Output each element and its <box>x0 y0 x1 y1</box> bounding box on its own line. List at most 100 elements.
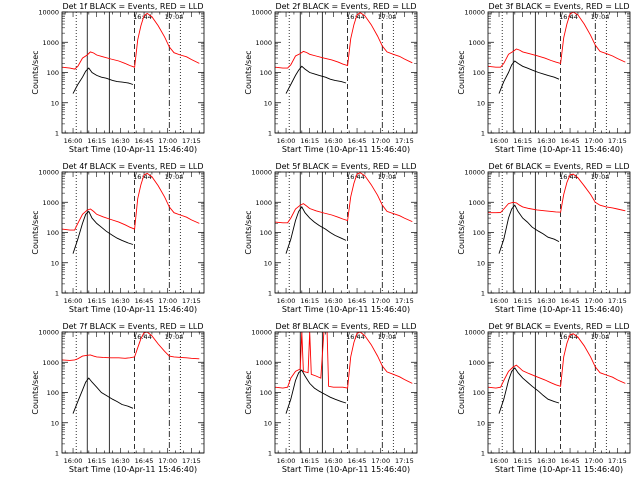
marker-label-s: 16:44 <box>133 333 152 341</box>
y-tick-label: 10 <box>264 419 272 427</box>
marker-label-e: 17:04 <box>591 173 610 181</box>
x-tick-label: 16:30 <box>324 297 343 305</box>
series-group <box>488 12 626 94</box>
y-tick-label: 1 <box>268 290 272 298</box>
y-tick-label: 1000 <box>468 199 485 207</box>
y-tick-label: 10000 <box>38 9 59 17</box>
events-series-line <box>72 377 134 414</box>
y-tick-label: 1 <box>268 450 272 458</box>
y-tick-label: 10000 <box>251 329 272 337</box>
x-axis-label: Start Time (10-Apr-11 15:46:40) <box>282 465 410 474</box>
x-axis-label: Start Time (10-Apr-11 15:46:40) <box>282 305 410 314</box>
y-tick-label: 100 <box>473 69 485 77</box>
x-tick-label: 16:15 <box>300 297 319 305</box>
panel-title: Det 1f BLACK = Events, RED = LLD <box>62 2 203 11</box>
plot-frame <box>274 11 418 134</box>
y-tick-label: 10000 <box>464 329 485 337</box>
panel-title: Det 4f BLACK = Events, RED = LLD <box>62 162 203 171</box>
y-tick-label: 1000 <box>42 39 59 47</box>
x-tick-label: 16:45 <box>135 137 154 145</box>
x-tick-label: 16:30 <box>537 457 556 465</box>
y-tick-label: 100 <box>47 389 59 397</box>
x-tick-label: 16:30 <box>324 457 343 465</box>
x-tick-label: 16:45 <box>561 137 580 145</box>
y-tick-label: 100 <box>260 389 272 397</box>
x-tick-label: 17:00 <box>584 297 603 305</box>
detector-panel-1: Det 1f BLACK = Events, RED = LLD Counts/s… <box>31 2 205 154</box>
y-tick-label: 10 <box>51 259 59 267</box>
series-group <box>275 12 413 94</box>
y-axis-label: Counts/sec <box>244 50 253 94</box>
events-series-line <box>498 367 560 414</box>
x-tick-label: 16:00 <box>490 457 509 465</box>
y-tick-label: 1 <box>55 130 59 138</box>
marker-label-s: 16:44 <box>346 13 365 21</box>
y-tick-label: 10 <box>264 259 272 267</box>
y-tick-label: 1 <box>55 450 59 458</box>
panel-title: Det 2f BLACK = Events, RED = LLD <box>275 2 416 11</box>
y-tick-label: 100 <box>47 69 59 77</box>
y-tick-label: 1 <box>481 450 485 458</box>
panel-title: Det 9f BLACK = Events, RED = LLD <box>488 322 629 331</box>
x-tick-label: 17:15 <box>182 137 201 145</box>
x-tick-label: 16:45 <box>348 297 367 305</box>
events-series-line <box>285 206 347 254</box>
y-tick-label: 10 <box>477 259 485 267</box>
x-tick-label: 17:00 <box>158 457 177 465</box>
detector-panel-7: Det 7f BLACK = Events, RED = LLD Counts/s… <box>31 322 205 474</box>
marker-label-s: 16:44 <box>133 13 152 21</box>
x-tick-label: 16:00 <box>64 297 83 305</box>
x-tick-label: 16:00 <box>490 297 509 305</box>
y-tick-label: 10 <box>477 99 485 107</box>
x-tick-label: 16:00 <box>64 457 83 465</box>
y-tick-label: 1 <box>481 290 485 298</box>
series-group <box>488 173 626 254</box>
x-tick-label: 16:15 <box>87 457 106 465</box>
x-tick-label: 17:00 <box>158 137 177 145</box>
y-axis-label: Counts/sec <box>457 50 466 94</box>
detector-panel-3: Det 3f BLACK = Events, RED = LLD Counts/s… <box>457 2 631 154</box>
y-tick-label: 1 <box>481 130 485 138</box>
x-tick-label: 17:15 <box>182 297 201 305</box>
x-tick-label: 16:30 <box>111 137 130 145</box>
marker-label-e: 17:04 <box>378 333 397 341</box>
y-tick-label: 10000 <box>464 9 485 17</box>
x-tick-label: 16:30 <box>111 297 130 305</box>
y-tick-label: 10 <box>477 419 485 427</box>
x-tick-label: 17:15 <box>395 297 414 305</box>
marker-label-e: 17:04 <box>378 13 397 21</box>
y-tick-label: 10000 <box>38 169 59 177</box>
panel-title: Det 8f BLACK = Events, RED = LLD <box>275 322 416 331</box>
y-tick-label: 1 <box>55 290 59 298</box>
x-axis-label: Start Time (10-Apr-11 15:46:40) <box>282 145 410 154</box>
y-tick-label: 10000 <box>38 329 59 337</box>
marker-label-s: 16:44 <box>346 173 365 181</box>
x-axis-label: Start Time (10-Apr-11 15:46:40) <box>69 465 197 474</box>
y-tick-label: 1000 <box>42 199 59 207</box>
x-axis-label: Start Time (10-Apr-11 15:46:40) <box>69 305 197 314</box>
events-series-line <box>72 67 134 94</box>
y-axis-label: Counts/sec <box>31 370 40 414</box>
x-axis-label: Start Time (10-Apr-11 15:46:40) <box>69 145 197 154</box>
x-tick-label: 16:15 <box>513 137 532 145</box>
y-tick-label: 10 <box>51 419 59 427</box>
events-series-line <box>285 369 347 414</box>
x-tick-label: 16:00 <box>277 137 296 145</box>
series-group <box>62 12 200 94</box>
x-tick-label: 16:00 <box>277 297 296 305</box>
detector-panel-6: Det 6f BLACK = Events, RED = LLD Counts/s… <box>457 162 631 314</box>
y-axis-label: Counts/sec <box>457 210 466 254</box>
x-tick-label: 16:15 <box>87 137 106 145</box>
lld-series-line <box>62 332 200 361</box>
x-tick-label: 17:00 <box>158 297 177 305</box>
y-tick-label: 100 <box>473 229 485 237</box>
marker-label-e: 17:04 <box>165 13 184 21</box>
marker-label-e: 17:04 <box>591 333 610 341</box>
y-tick-label: 10000 <box>251 9 272 17</box>
x-tick-label: 17:00 <box>371 137 390 145</box>
x-tick-label: 16:15 <box>87 297 106 305</box>
marker-label-e: 17:04 <box>165 173 184 181</box>
detector-panel-4: Det 4f BLACK = Events, RED = LLD Counts/s… <box>31 162 205 314</box>
plot-frame <box>274 171 418 294</box>
marker-label-s: 16:44 <box>559 13 578 21</box>
